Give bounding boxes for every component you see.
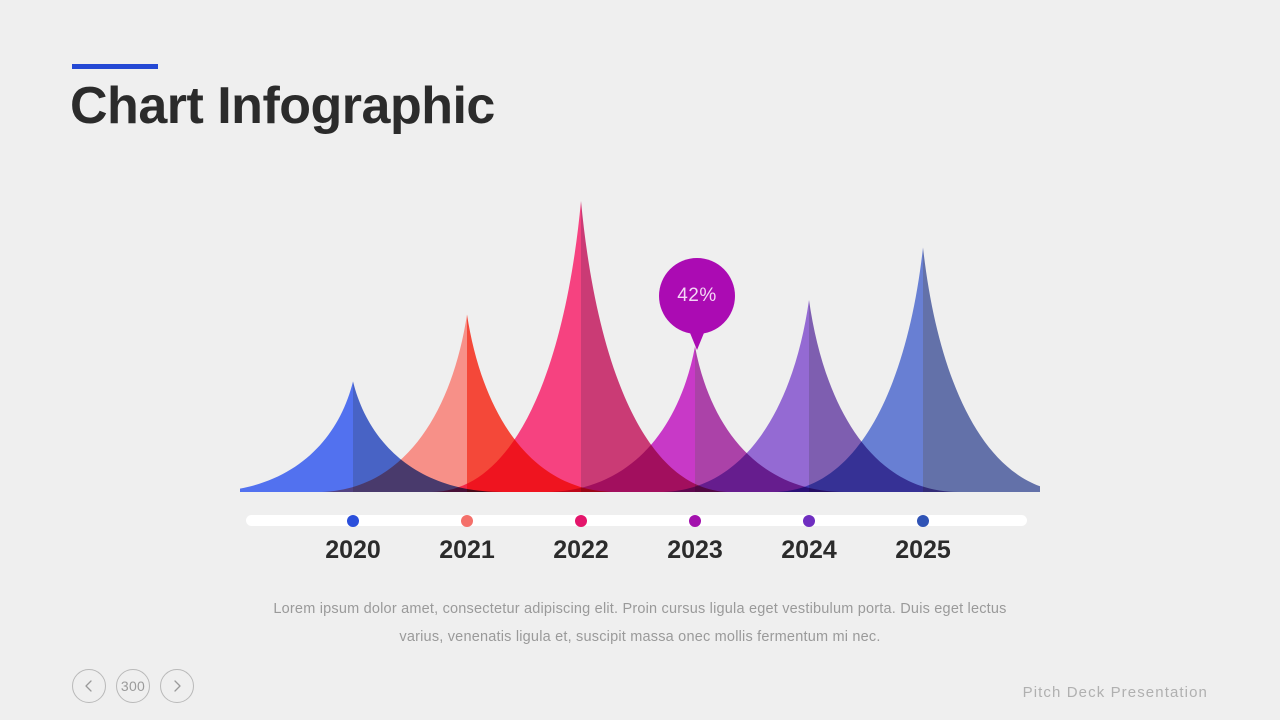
peak-2025-left [773, 247, 923, 492]
year-label-2020: 2020 [325, 536, 381, 564]
peak-2023-left [545, 346, 695, 492]
peak-2021 [317, 314, 617, 492]
peak-2022-left [431, 201, 581, 492]
page-title: Chart Infographic [70, 77, 495, 135]
year-label-2025: 2025 [895, 536, 951, 564]
peak-2021-right [467, 314, 617, 492]
year-label-2022: 2022 [553, 536, 609, 564]
peak-2020-right [353, 381, 503, 492]
year-label-2024: 2024 [781, 536, 837, 564]
peak-2023-right [695, 346, 845, 492]
footer-nav: 300 [72, 669, 194, 703]
callout-value: 42% [677, 285, 717, 306]
body-paragraph: Lorem ipsum dolor amet, consectetur adip… [273, 600, 1007, 645]
prev-slide-button[interactable] [72, 669, 106, 703]
peak-2025 [773, 247, 1040, 492]
peak-shapes [240, 201, 1040, 492]
chevron-left-icon [85, 680, 92, 692]
timeline-dot-2024[interactable] [803, 515, 815, 527]
timeline-dot-2020[interactable] [347, 515, 359, 527]
page-number-badge: 300 [116, 669, 150, 703]
timeline-track[interactable] [246, 515, 1027, 526]
title-accent-bar [72, 64, 158, 69]
peak-2025-right [923, 247, 1040, 492]
timeline-dot-2021[interactable] [461, 515, 473, 527]
year-label-2023: 2023 [667, 536, 723, 564]
peak-2023 [545, 346, 845, 492]
peak-2020-left [240, 381, 353, 492]
year-label-2021: 2021 [439, 536, 495, 564]
next-slide-button[interactable] [160, 669, 194, 703]
peak-2024-right [809, 299, 959, 492]
peak-2020 [240, 381, 503, 492]
callout-balloon[interactable]: 42% [659, 258, 735, 334]
peak-2021-left [317, 314, 467, 492]
peak-2022 [431, 201, 731, 492]
timeline-dot-2022[interactable] [575, 515, 587, 527]
timeline-dot-2025[interactable] [917, 515, 929, 527]
page-number-text: 300 [120, 678, 146, 694]
peak-2022-right [581, 201, 731, 492]
timeline-dot-2023[interactable] [689, 515, 701, 527]
chevron-right-icon [174, 680, 181, 692]
footer-brand: Pitch Deck Presentation [1022, 684, 1208, 701]
